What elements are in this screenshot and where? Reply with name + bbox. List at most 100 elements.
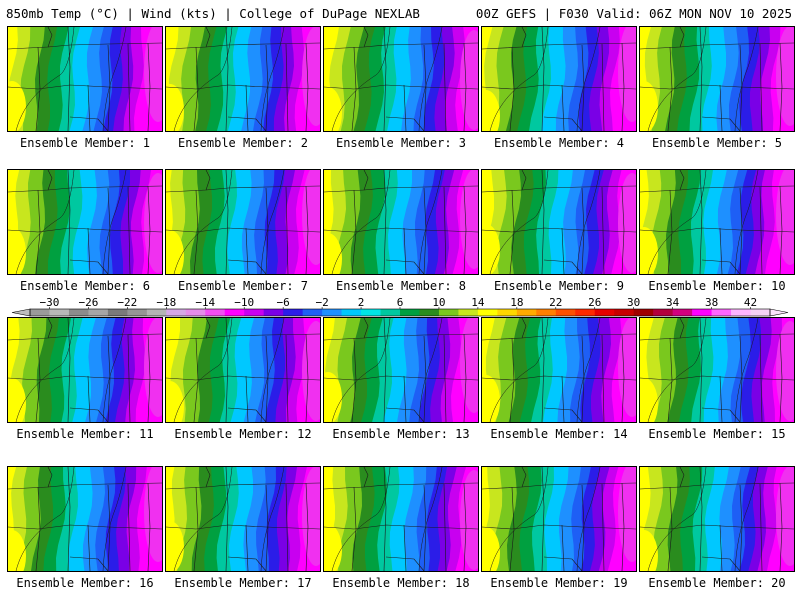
ensemble-member-map	[323, 26, 479, 132]
colorbar-bin	[166, 309, 187, 316]
ensemble-member-map	[323, 169, 479, 275]
temperature-band	[578, 27, 601, 131]
map-boundaries	[640, 318, 794, 422]
temperature-band	[559, 467, 583, 571]
ensemble-member-label: Ensemble Member: 11	[16, 427, 154, 441]
ensemble-member-label: Ensemble Member: 20	[648, 576, 786, 590]
colorbar-tick-label: −22	[117, 296, 138, 309]
ensemble-member-map	[323, 317, 479, 423]
temperature-band	[125, 318, 148, 422]
colorbar-bin	[283, 309, 304, 316]
temperature-band	[375, 170, 400, 274]
temperature-band	[49, 318, 73, 422]
warm-pocket	[640, 378, 658, 422]
ensemble-member-label: Ensemble Member: 6	[19, 279, 151, 293]
ensemble-member-label: Ensemble Member: 15	[648, 427, 786, 441]
colorbar-tick-label: 22	[549, 296, 563, 309]
temperature-band	[256, 467, 279, 571]
temperature-band	[519, 467, 544, 571]
ensemble-member-label: Ensemble Member: 19	[490, 576, 628, 590]
temperature-band	[497, 170, 524, 274]
colorbar-bin	[380, 309, 401, 316]
map-boundaries	[166, 467, 320, 571]
temperature-band	[691, 318, 716, 422]
colorbar-tick-label: 30	[627, 296, 641, 309]
warm-pocket	[482, 90, 500, 131]
colorbar-bin	[185, 309, 206, 316]
map-boundaries	[482, 27, 636, 131]
map-boundaries	[640, 170, 794, 274]
temperature-band	[47, 170, 73, 274]
temperature-band	[253, 27, 276, 131]
ensemble-member-map	[7, 317, 163, 423]
warm-pocket	[166, 521, 184, 571]
ensemble-member-map	[639, 317, 795, 423]
temperature-band	[409, 318, 432, 422]
colorbar-tick-label: 26	[588, 296, 602, 309]
map-boundaries	[324, 170, 478, 274]
ensemble-member-label: Ensemble Member: 13	[332, 427, 470, 441]
colorbar-bin	[68, 309, 89, 316]
temperature-band	[568, 27, 591, 131]
temperature-band	[601, 318, 624, 422]
temperature-band	[338, 467, 365, 571]
warm-pocket	[166, 84, 184, 131]
temperature-band	[350, 170, 375, 274]
temperature-band	[352, 467, 377, 571]
colorbar-bin	[244, 309, 265, 316]
temperature-field-map	[482, 318, 636, 422]
ensemble-member-map	[639, 26, 795, 132]
temperature-band	[563, 170, 587, 274]
temperature-band	[243, 467, 268, 571]
temperature-band	[667, 467, 692, 571]
temperature-band	[507, 467, 532, 571]
temperature-band	[544, 467, 571, 571]
temperature-band	[440, 318, 463, 422]
warm-pocket	[166, 230, 184, 274]
ensemble-member-map	[165, 466, 321, 572]
temperature-band	[191, 467, 216, 571]
colorbar-bin	[88, 309, 109, 316]
ensemble-member-label: Ensemble Member: 7	[177, 279, 309, 293]
temperature-band	[87, 170, 112, 274]
temperature-band	[383, 318, 409, 422]
colorbar-bin	[692, 309, 712, 316]
colorbar-bin	[30, 309, 50, 316]
temperature-band	[599, 27, 622, 131]
temperature-band	[241, 170, 267, 274]
map-boundaries	[8, 467, 162, 571]
temperature-band	[591, 318, 614, 422]
colorbar-bin	[575, 309, 596, 316]
warm-pocket	[482, 224, 500, 274]
temperature-band	[56, 467, 81, 571]
temperature-field-map	[324, 170, 478, 274]
temperature-band	[640, 170, 651, 274]
temperature-band	[35, 170, 60, 274]
model-run-info: 00Z GEFS | F030 Valid: 06Z MON NOV 10 20…	[475, 6, 792, 21]
colorbar-tick-label: 38	[704, 296, 719, 309]
colorbar-left-arrow	[11, 308, 31, 317]
temperature-band	[529, 27, 554, 131]
ensemble-member-label: Ensemble Member: 4	[493, 136, 625, 150]
temperature-band	[227, 170, 254, 274]
ensemble-member-map	[323, 466, 479, 572]
temperature-band	[580, 318, 603, 422]
temperature-field-map	[324, 27, 478, 131]
colorbar-bin	[224, 309, 245, 316]
map-boundaries	[166, 318, 320, 422]
colorbar-tick-label: −30	[39, 296, 60, 309]
temperature-band	[430, 318, 453, 422]
temperature-band	[445, 27, 468, 131]
colorbar-tick-label: 14	[471, 296, 485, 309]
temperature-band	[511, 170, 536, 274]
colorbar-tick-label: 34	[666, 296, 680, 309]
map-boundaries	[640, 27, 794, 131]
colorbar-bin	[400, 309, 420, 316]
colorbar-tick-label: −26	[78, 296, 99, 309]
map-boundaries	[482, 170, 636, 274]
ensemble-member-label: Ensemble Member: 3	[335, 136, 467, 150]
colorbar-tick-label: −10	[234, 296, 255, 309]
ensemble-member-label: Ensemble Member: 9	[493, 279, 625, 293]
temperature-band	[751, 318, 774, 422]
colorbar-bin	[653, 309, 674, 316]
